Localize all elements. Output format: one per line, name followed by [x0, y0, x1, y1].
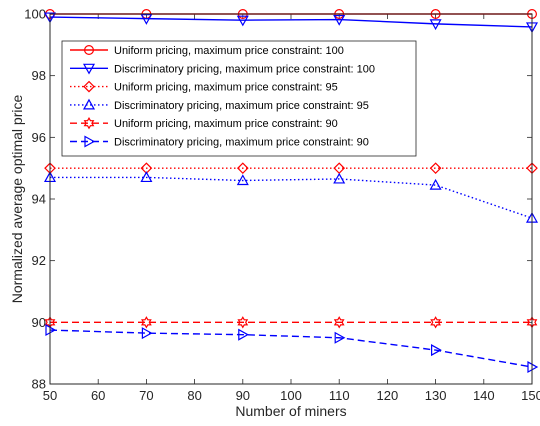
x-axis-label: Number of miners	[235, 403, 346, 419]
x-tick-label: 110	[329, 388, 350, 403]
series-4	[43, 171, 539, 223]
x-tick-label: 90	[236, 388, 250, 403]
x-tick-label: 120	[377, 388, 399, 403]
legend-swatch-marker	[82, 98, 96, 110]
y-axis-label: Normalized average optimal price	[9, 95, 25, 304]
data-point	[429, 19, 442, 31]
legend-items: Uniform pricing, maximum price constrain…	[70, 44, 375, 149]
data-point	[334, 331, 346, 344]
tick-layer: 50 60 70 80 90 100 110 120 130 140 150 88 90 92 94 96 98…	[24, 7, 540, 404]
x-tick-label: 50	[43, 388, 57, 403]
legend-label: Uniform pricing, maximum price constrain…	[114, 118, 338, 130]
data-point	[236, 162, 249, 175]
data-point	[43, 12, 57, 24]
y-tick-label: 92	[32, 253, 46, 268]
y-tick-label: 98	[32, 68, 46, 83]
series-layer	[43, 9, 539, 374]
data-point	[238, 328, 250, 341]
legend: Uniform pricing, maximum price constrain…	[61, 40, 417, 157]
legend-label: Discriminatory pricing, maximum price co…	[114, 100, 369, 112]
data-point	[141, 327, 153, 340]
x-tick-label: 140	[473, 388, 495, 403]
legend-box	[61, 40, 417, 157]
legend-swatch-marker	[83, 80, 95, 93]
legend-item: Uniform pricing, maximum price constrain…	[70, 80, 338, 94]
legend-label: Uniform pricing, maximum price constrain…	[114, 82, 338, 94]
legend-item: Discriminatory pricing, maximum price co…	[70, 135, 369, 149]
x-tick-label: 70	[139, 388, 153, 403]
x-tick-label: 150	[521, 388, 540, 403]
data-point	[236, 15, 249, 27]
data-point	[333, 14, 346, 26]
x-tick-label: 80	[187, 388, 201, 403]
legend-item: Uniform pricing, maximum price constrain…	[70, 44, 344, 57]
series-2	[43, 12, 539, 34]
y-tick-label: 94	[32, 192, 46, 207]
legend-item: Discriminatory pricing, maximum price co…	[70, 63, 375, 75]
data-point	[333, 172, 346, 184]
x-tick-label: 100	[280, 388, 302, 403]
y-tick-label: 90	[32, 315, 46, 330]
legend-item: Uniform pricing, maximum price constrain…	[70, 117, 338, 130]
series-line	[49, 329, 533, 368]
data-point	[429, 162, 442, 175]
data-point	[429, 178, 442, 190]
plot-frame	[49, 13, 533, 385]
legend-swatch-marker	[83, 117, 95, 130]
legend-item: Discriminatory pricing, maximum price co…	[70, 98, 369, 112]
legend-label: Uniform pricing, maximum price constrain…	[114, 45, 344, 57]
legend-label: Discriminatory pricing, maximum price co…	[114, 137, 369, 149]
series-line	[50, 176, 533, 219]
series-3	[44, 162, 538, 175]
legend-swatch-marker	[82, 63, 96, 75]
data-point	[236, 174, 249, 186]
legend-label: Discriminatory pricing, maximum price co…	[114, 63, 375, 75]
data-point	[237, 316, 249, 329]
y-tick-label: 88	[32, 377, 46, 392]
y-tick-label: 100	[24, 7, 46, 22]
data-point	[140, 171, 153, 183]
data-point	[140, 14, 153, 25]
series-6	[45, 324, 539, 374]
y-tick-label: 96	[32, 130, 46, 145]
legend-swatch-marker	[83, 44, 94, 55]
x-tick-label: 60	[91, 388, 105, 403]
data-point	[431, 344, 442, 357]
series-5	[44, 316, 538, 329]
legend-swatch-marker	[84, 135, 96, 148]
x-tick-label: 130	[425, 388, 447, 403]
data-point	[141, 316, 152, 329]
data-point	[333, 316, 345, 329]
data-point	[430, 316, 441, 329]
series-line	[49, 16, 533, 28]
